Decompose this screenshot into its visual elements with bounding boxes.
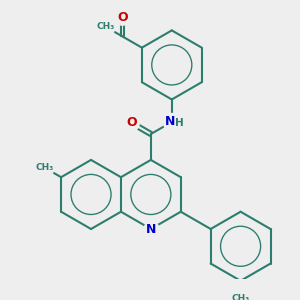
Text: CH₃: CH₃ (232, 294, 250, 300)
Text: N: N (165, 116, 175, 128)
Text: H: H (175, 118, 184, 128)
Text: CH₃: CH₃ (35, 163, 54, 172)
Text: O: O (117, 11, 128, 24)
Text: N: N (146, 223, 156, 236)
Text: CH₃: CH₃ (97, 22, 115, 32)
Text: O: O (126, 116, 137, 129)
